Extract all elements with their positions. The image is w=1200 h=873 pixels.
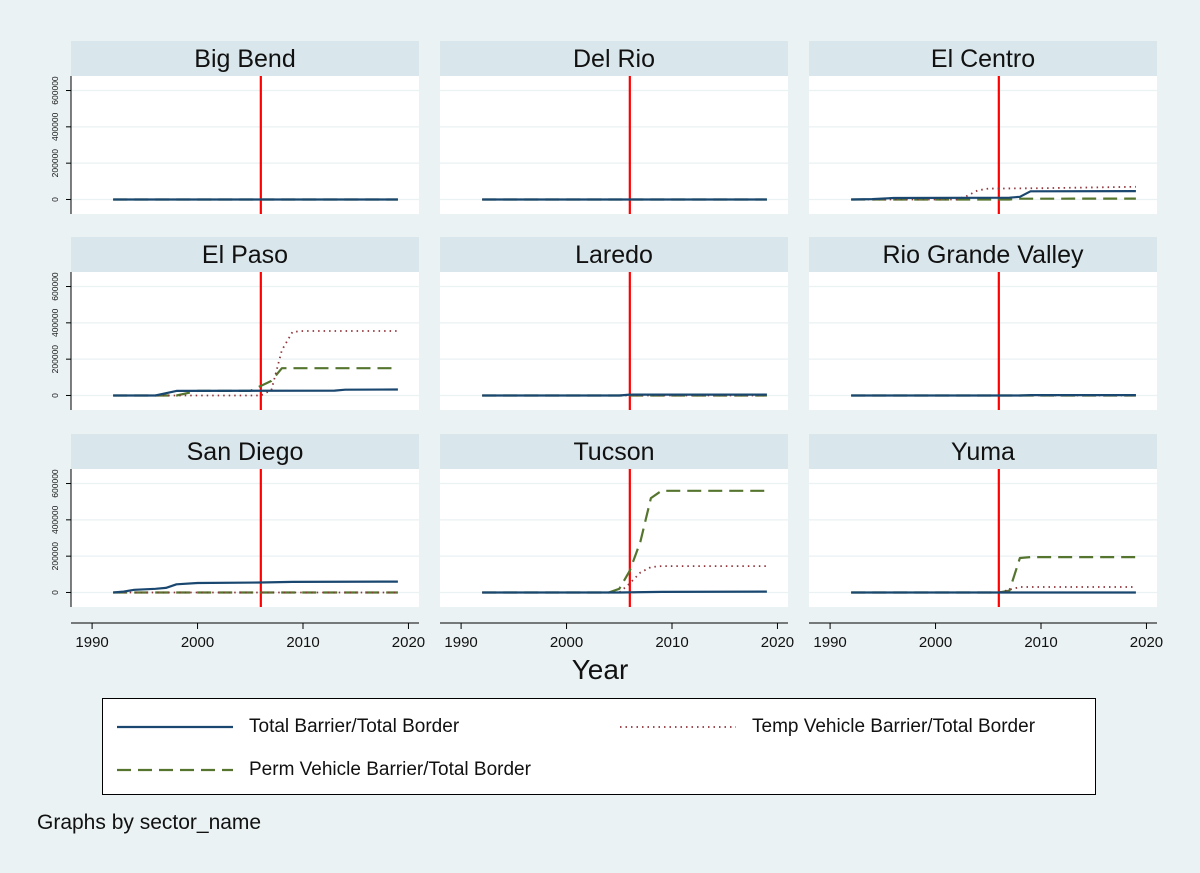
plot-region <box>71 469 419 607</box>
x-tick-label: 2020 <box>1130 634 1163 651</box>
panel-title: Tucson <box>573 438 654 466</box>
legend-label-temp: Temp Vehicle Barrier/Total Border <box>752 716 1036 737</box>
panel-big-bend: Big Bend 0 200000 400000 600000 <box>50 41 419 214</box>
panel-yuma: Yuma 1990 2000 2010 2020 <box>809 434 1163 651</box>
y-tick-label: 200000 <box>50 149 60 178</box>
series-temp-line <box>482 565 767 594</box>
x-tick-label: 2010 <box>1024 634 1057 651</box>
plot-region <box>71 76 419 214</box>
legend-swatch-perm <box>117 768 233 772</box>
panel-header <box>71 434 419 469</box>
panel-header <box>440 434 788 469</box>
y-tick-label: 400000 <box>50 505 60 534</box>
panel-header <box>71 237 419 272</box>
y-tick-label: 0 <box>50 197 60 202</box>
graphs-by-note: Graphs by sector_name <box>37 811 262 834</box>
panel-header <box>440 41 788 76</box>
series-temp-line <box>113 330 398 397</box>
panel-rio-grande-valley: Rio Grande Valley <box>809 237 1157 410</box>
panel-header <box>809 434 1157 469</box>
plot-region <box>809 272 1157 410</box>
series-total-line <box>482 393 767 397</box>
y-tick-label: 600000 <box>50 76 60 105</box>
panel-header <box>809 237 1157 272</box>
panel-title: Del Rio <box>573 45 655 73</box>
panel-san-diego: San Diego 0 200000 400000 600000 1990 2000 2010… <box>50 434 425 651</box>
panel-el-centro: El Centro <box>809 41 1157 214</box>
panel-title: El Paso <box>202 241 288 269</box>
legend-swatch-total <box>117 725 233 729</box>
x-tick-label: 2000 <box>919 634 952 651</box>
series-perm-line <box>851 555 1136 594</box>
panel-title: Laredo <box>575 241 653 269</box>
plot-region <box>71 272 419 410</box>
panel-header <box>440 237 788 272</box>
legend-item-perm: Perm Vehicle Barrier/Total Border <box>117 758 531 782</box>
legend-item-total: Total Barrier/Total Border <box>117 715 459 739</box>
x-tick-label: 2000 <box>550 634 583 651</box>
panel-el-paso: El Paso 0 200000 400000 600000 <box>50 237 419 410</box>
panel-header <box>71 41 419 76</box>
panel-title: Rio Grande Valley <box>882 241 1084 269</box>
panel-laredo: Laredo <box>440 237 788 410</box>
panel-title: El Centro <box>931 45 1035 73</box>
plot-region <box>440 469 788 607</box>
x-tick-label: 1990 <box>813 634 846 651</box>
x-tick-label: 2010 <box>655 634 688 651</box>
legend-label-perm: Perm Vehicle Barrier/Total Border <box>249 759 531 780</box>
panel-del-rio: Del Rio <box>440 41 788 214</box>
series-total-line <box>851 190 1136 201</box>
x-tick-label: 2020 <box>392 634 425 651</box>
legend-label-total: Total Barrier/Total Border <box>249 716 460 737</box>
panel-title: Big Bend <box>194 45 295 73</box>
plot-region <box>440 76 788 214</box>
y-tick-label: 0 <box>50 590 60 595</box>
panel-title: Yuma <box>951 438 1015 466</box>
plot-region <box>440 272 788 410</box>
plot-region <box>809 76 1157 214</box>
x-tick-label: 1990 <box>75 634 108 651</box>
x-axis-title: Year <box>571 654 629 685</box>
y-tick-label: 600000 <box>50 469 60 498</box>
y-tick-label: 200000 <box>50 345 60 374</box>
y-tick-label: 200000 <box>50 542 60 571</box>
y-tick-label: 400000 <box>50 112 60 141</box>
panel-title: San Diego <box>187 438 304 466</box>
legend-item-temp: Temp Vehicle Barrier/Total Border <box>620 715 1035 739</box>
panel-tucson: Tucson 1990 2000 2010 2020 <box>440 434 794 651</box>
series-temp-line <box>851 185 1136 201</box>
x-tick-label: 1990 <box>444 634 477 651</box>
x-tick-label: 2000 <box>181 634 214 651</box>
x-tick-label: 2020 <box>761 634 794 651</box>
series-total-line <box>113 580 398 594</box>
series-total-line <box>482 590 767 594</box>
y-tick-label: 600000 <box>50 272 60 301</box>
x-tick-label: 2010 <box>286 634 319 651</box>
y-tick-label: 400000 <box>50 308 60 337</box>
legend-swatch-temp <box>620 726 736 728</box>
series-total-line <box>113 388 398 397</box>
legend: Total Barrier/Total Border Temp Vehicle … <box>102 698 1096 795</box>
y-tick-label: 0 <box>50 393 60 398</box>
plot-region <box>809 469 1157 607</box>
panel-header <box>809 41 1157 76</box>
